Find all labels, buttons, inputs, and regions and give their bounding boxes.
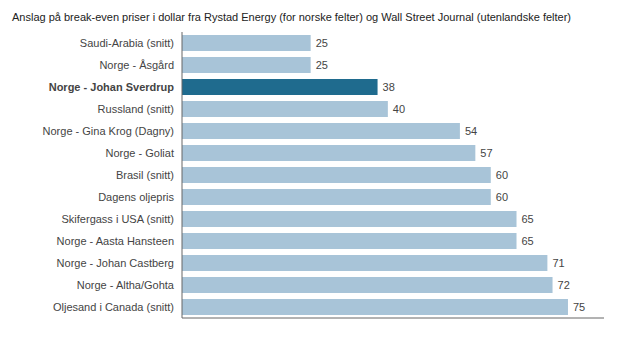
svg-text:Dagens oljepris: Dagens oljepris: [98, 191, 174, 203]
svg-text:25: 25: [316, 37, 328, 49]
svg-text:Skifergass i USA (snitt): Skifergass i USA (snitt): [62, 213, 174, 225]
svg-text:38: 38: [383, 81, 395, 93]
svg-text:Oljesand i Canada (snitt): Oljesand i Canada (snitt): [53, 301, 174, 313]
svg-text:75: 75: [573, 301, 585, 313]
svg-text:65: 65: [522, 213, 534, 225]
svg-text:54: 54: [465, 125, 477, 137]
svg-text:Brasil (snitt): Brasil (snitt): [116, 169, 174, 181]
svg-text:Norge - Åsgård: Norge - Åsgård: [99, 59, 174, 71]
svg-text:Norge - Johan Sverdrup: Norge - Johan Sverdrup: [49, 81, 175, 93]
svg-text:Norge - Aasta Hansteen: Norge - Aasta Hansteen: [57, 235, 174, 247]
html-text:Anslag på break-even priser i: Anslag på break-even priser i dollar fra…: [12, 11, 571, 23]
svg-text:Norge - Johan Castberg: Norge - Johan Castberg: [57, 257, 174, 269]
svg-text:57: 57: [480, 147, 492, 159]
svg-text:Saudi-Arabia (snitt): Saudi-Arabia (snitt): [80, 37, 174, 49]
svg-text:25: 25: [316, 59, 328, 71]
svg-text:60: 60: [496, 191, 508, 203]
svg-text:65: 65: [522, 235, 534, 247]
svg-text:Norge - Altha/Gohta: Norge - Altha/Gohta: [77, 279, 175, 291]
svg-text:60: 60: [496, 169, 508, 181]
svg-text:Norge - Gina Krog (Dagny): Norge - Gina Krog (Dagny): [43, 125, 174, 137]
svg-text:71: 71: [552, 257, 564, 269]
svg-text:Norge - Goliat: Norge - Goliat: [106, 147, 174, 159]
svg-text:Russland (snitt): Russland (snitt): [98, 103, 174, 115]
svg-text:72: 72: [558, 279, 570, 291]
svg-text:40: 40: [393, 103, 405, 115]
